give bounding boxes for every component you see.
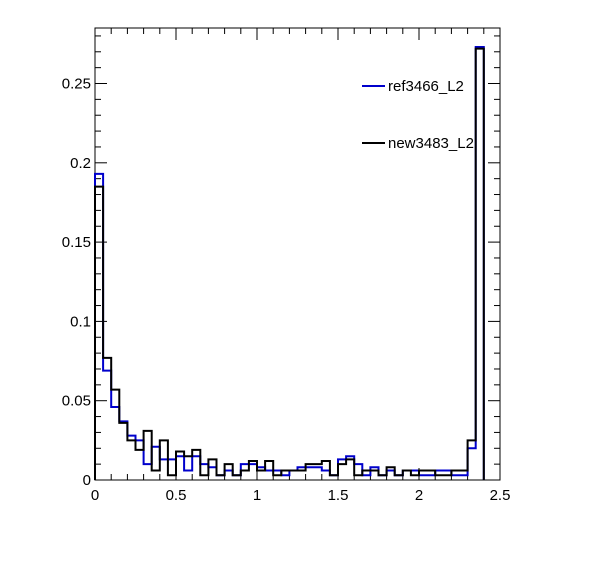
legend-label: new3483_L2 (388, 135, 474, 152)
x-tick-label: 0.5 (166, 487, 187, 504)
series-line (94, 47, 485, 480)
y-tick-label: 0.2 (70, 155, 91, 172)
x-tick-label: 2.5 (490, 487, 511, 504)
legend: ref3466_L2 new3483_L2 (362, 78, 474, 152)
tick-labels: 0 0.5 1 1.5 2 2.5 0 0.05 0.1 0.15 0.2 0.25 (62, 76, 511, 504)
y-tick-label: 0.1 (70, 313, 91, 330)
x-tick-label: 2 (415, 487, 423, 504)
y-tick-label: 0 (83, 472, 91, 489)
legend-label: ref3466_L2 (388, 78, 464, 95)
x-tick-label: 1 (253, 487, 261, 504)
series-layer (94, 46, 485, 480)
y-tick-label: 0.05 (62, 393, 91, 410)
series-new3483_L2 (94, 47, 485, 480)
y-tick-label: 0.25 (62, 76, 91, 93)
x-tick-label: 0 (91, 487, 99, 504)
x-tick-label: 1.5 (328, 487, 349, 504)
y-tick-label: 0.15 (62, 234, 91, 251)
